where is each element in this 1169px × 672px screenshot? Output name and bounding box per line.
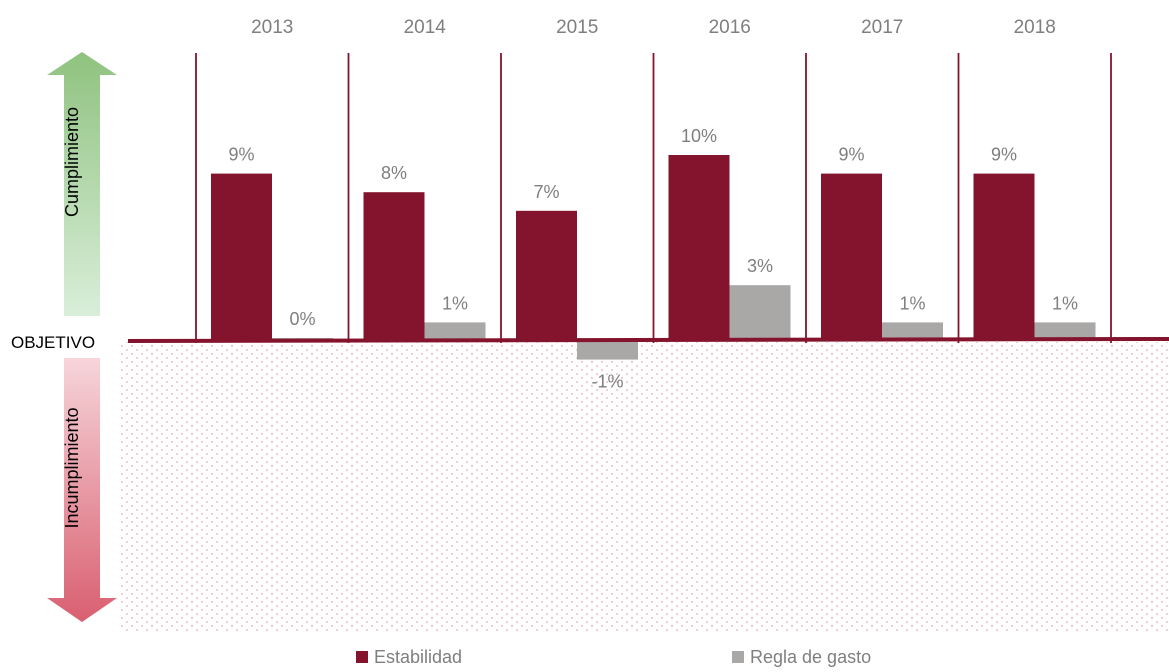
objective-line xyxy=(127,337,1169,343)
value-label-estabilidad-2014: 8% xyxy=(381,163,407,183)
value-label-estabilidad-2016: 10% xyxy=(681,126,717,146)
legend: Estabilidad Regla de gasto xyxy=(356,647,871,667)
year-labels: 2013 2014 2015 2016 2017 2018 xyxy=(251,17,1056,38)
legend-swatch-regla-de-gasto xyxy=(732,651,744,663)
year-label-2016: 2016 xyxy=(709,17,751,38)
bar-estabilidad-2015 xyxy=(516,210,577,341)
value-label-estabilidad-2018: 9% xyxy=(991,145,1017,165)
cumplimiento-label: Cumplimiento xyxy=(62,107,82,217)
bar-regla-de-gasto-2017 xyxy=(882,322,943,341)
legend-label-estabilidad: Estabilidad xyxy=(374,647,462,667)
value-label-estabilidad-2013: 9% xyxy=(228,145,254,165)
bar-estabilidad-2018 xyxy=(973,173,1035,341)
objective-label: OBJETIVO xyxy=(11,333,95,352)
bar-estabilidad-2014 xyxy=(363,192,425,341)
bar-estabilidad-2016 xyxy=(668,155,730,341)
value-label-regla-de-gasto-2018: 1% xyxy=(1052,293,1078,313)
value-label-estabilidad-2015: 7% xyxy=(533,182,559,202)
legend-swatch-estabilidad xyxy=(356,651,368,663)
bar-estabilidad-2017 xyxy=(821,173,882,341)
year-label-2014: 2014 xyxy=(404,17,447,38)
value-label-regla-de-gasto-2016: 3% xyxy=(747,256,773,276)
legend-label-regla-de-gasto: Regla de gasto xyxy=(750,647,871,667)
year-label-2013: 2013 xyxy=(251,17,293,38)
cumplimiento-arrow xyxy=(47,52,117,316)
bar-regla-de-gasto-2015 xyxy=(577,341,638,360)
year-label-2015: 2015 xyxy=(556,17,598,38)
year-label-2017: 2017 xyxy=(861,17,903,38)
value-label-regla-de-gasto-2013: 0% xyxy=(289,309,315,329)
value-label-regla-de-gasto-2015: -1% xyxy=(591,372,623,392)
bars xyxy=(211,155,1096,360)
bar-regla-de-gasto-2016 xyxy=(729,285,791,341)
value-label-estabilidad-2017: 9% xyxy=(838,145,864,165)
value-label-regla-de-gasto-2017: 1% xyxy=(899,293,925,313)
bar-regla-de-gasto-2014 xyxy=(424,322,486,341)
year-label-2018: 2018 xyxy=(1014,17,1056,38)
incumplimiento-arrow xyxy=(47,358,117,622)
incumplimiento-dotted-area xyxy=(120,342,1169,632)
bar-estabilidad-2013 xyxy=(211,173,272,341)
value-labels: 9% 0% 8% 1% 7% -1% 10% 3% 9% 1% 9% 1% xyxy=(228,126,1078,392)
value-label-regla-de-gasto-2014: 1% xyxy=(442,293,468,313)
bar-regla-de-gasto-2018 xyxy=(1034,322,1096,341)
incumplimiento-label: Incumplimiento xyxy=(62,407,82,528)
year-dividers xyxy=(195,53,1112,343)
